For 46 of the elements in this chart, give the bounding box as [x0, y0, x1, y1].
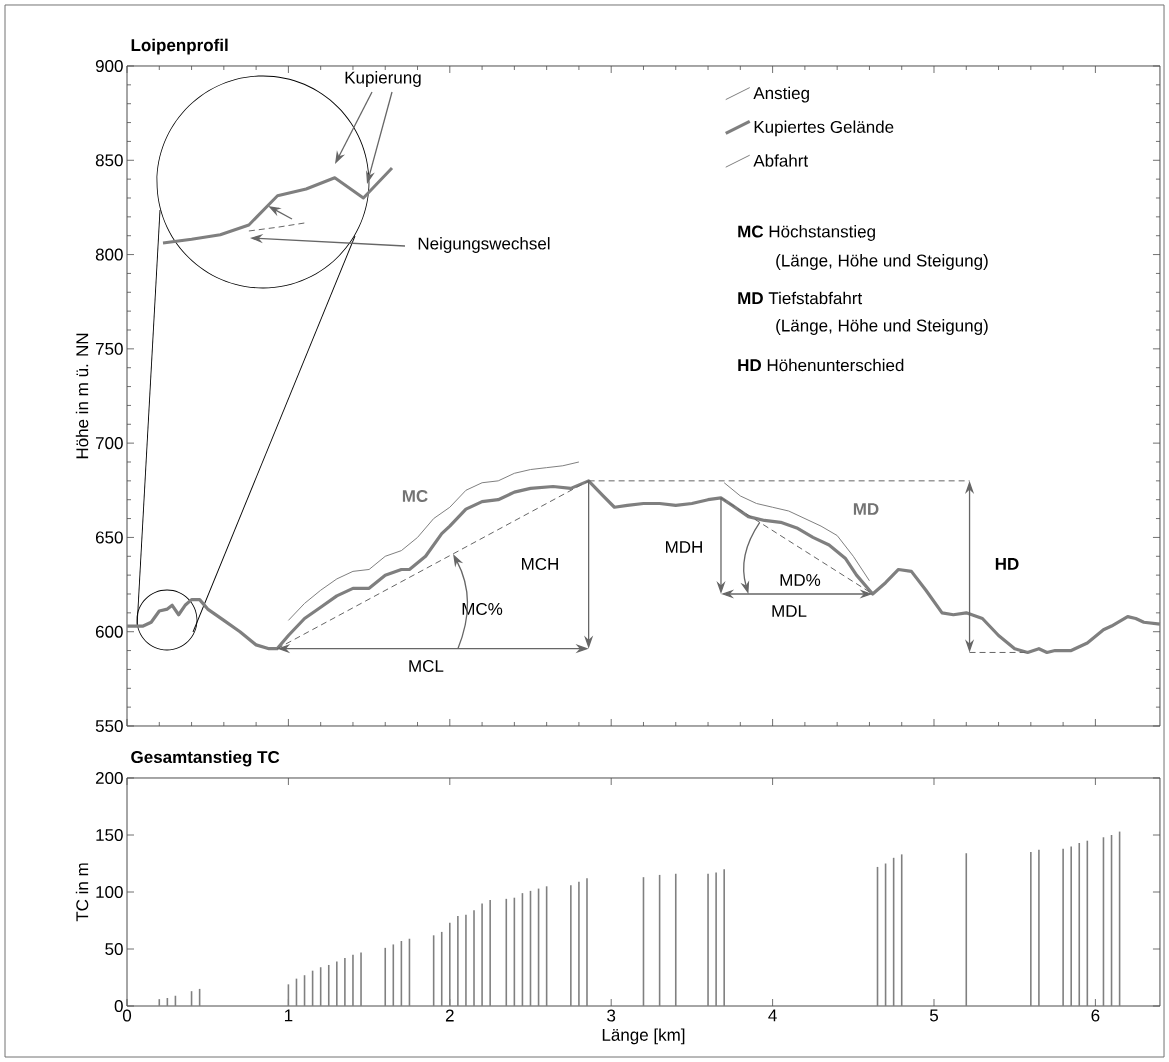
x-tick-label: 1	[284, 1009, 293, 1022]
x-tick-label: 2	[445, 1009, 454, 1022]
annotation: MC%	[462, 602, 503, 615]
y-tick-label: 650	[95, 531, 123, 544]
legend-label: Kupiertes Gelände	[754, 120, 894, 137]
x-tick-label: 5	[929, 1009, 939, 1022]
annotation: MC Höchstanstieg	[738, 225, 875, 241]
y-tick-label: 900	[95, 59, 123, 73]
annotation: MDH	[666, 541, 702, 553]
annotation: (Länge, Höhe und Steigung)	[776, 319, 988, 335]
x-tick-label: 0	[122, 1009, 132, 1022]
y-axis-title: TC in m	[75, 863, 89, 922]
y-tick-label: 150	[96, 828, 123, 842]
y-tick-label: 200	[95, 771, 123, 785]
annotation: MCH	[522, 557, 558, 570]
y-tick-label: 0	[114, 999, 123, 1013]
x-tick-label: 3	[607, 1009, 616, 1022]
annotation: MDL	[772, 605, 807, 617]
annotation: Kupierung	[345, 71, 421, 87]
y-tick-label: 550	[95, 719, 123, 733]
x-tick-label: 6	[1091, 1009, 1100, 1022]
y-tick-label: 700	[95, 437, 123, 450]
chart-title: Gesamtanstieg TC	[131, 750, 280, 767]
legend-label: Anstieg	[753, 86, 809, 103]
annotation: MC	[402, 489, 428, 503]
annotation: MCL	[409, 659, 444, 673]
line-series	[287, 461, 580, 621]
x-axis-title: Länge [km]	[602, 1028, 685, 1045]
y-tick-label: 50	[105, 942, 123, 956]
legend-label: Abfahrt	[753, 154, 808, 167]
annotation: HD	[995, 558, 1019, 570]
annotation: MD	[853, 503, 879, 515]
annotation: (Länge, Höhe und Steigung)	[776, 254, 988, 270]
chart-title: Loipenprofil	[131, 38, 228, 55]
y-axis-title: Höhe in m ü. NN	[75, 333, 89, 459]
annotation: MD Tiefstabfahrt	[738, 291, 863, 305]
annotation: HD Höhenunterschied	[738, 358, 904, 372]
y-tick-label: 800	[95, 248, 123, 261]
x-tick-label: 4	[768, 1009, 777, 1022]
annotation: Neigungswechsel	[418, 237, 550, 253]
line-series	[125, 479, 1162, 655]
annotation: MD%	[780, 574, 821, 586]
y-tick-label: 100	[96, 885, 123, 899]
y-tick-label: 600	[95, 625, 123, 638]
y-tick-label: 850	[95, 154, 123, 167]
y-tick-label: 750	[95, 342, 123, 355]
